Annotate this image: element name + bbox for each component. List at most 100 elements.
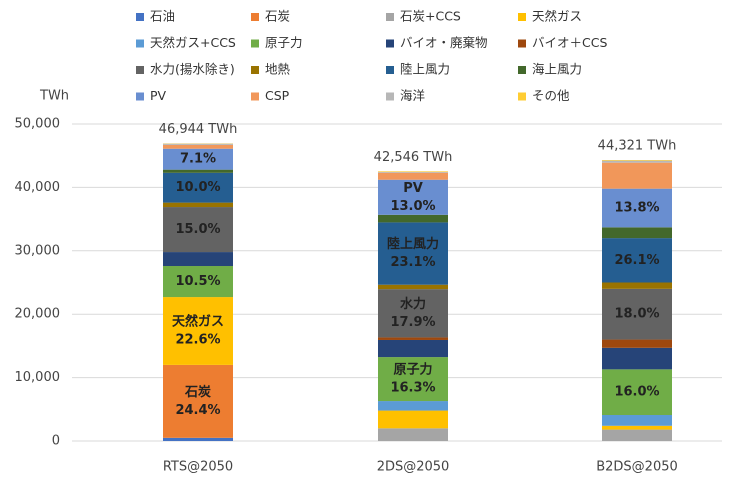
legend-swatch [251,92,259,101]
legend-swatch [136,66,144,74]
bar-segment [163,144,233,149]
total-label: 46,944 TWh [159,122,238,137]
bar-segment [378,339,448,358]
legend-swatch [386,66,394,74]
segment-label: 16.3% [390,381,435,396]
bar-segment [378,171,448,173]
segment-label: 10.5% [175,274,220,289]
bar-segment [602,227,672,239]
legend-swatch [251,66,259,74]
bar-segment [163,169,233,173]
segment-name: 天然ガス [172,314,224,330]
legend-label: 石炭+CCS [400,9,461,24]
bar-segment [378,284,448,290]
legend-swatch [136,13,144,21]
bar-segment [602,347,672,370]
bar-segment [602,188,672,228]
y-tick-label: 30,000 [15,243,61,258]
segment-label: 17.9% [390,315,435,330]
legend-label: 原子力 [265,35,303,50]
total-label: 44,321 TWh [598,139,677,154]
y-axis-label: TWh [39,89,69,104]
bar-segment [602,160,672,161]
legend-swatch [386,92,394,101]
segment-label: 16.0% [614,385,659,400]
segment-label: 22.6% [175,333,220,348]
segment-label: 7.1% [180,152,216,167]
legend-label: バイオ＋CCS [532,35,607,50]
bar-segment [163,437,233,441]
bar-segment [163,202,233,208]
legend-label: 石炭 [265,9,290,24]
bar-segment [602,160,672,163]
segment-name: 水力 [400,296,426,312]
legend-swatch [386,39,394,48]
legend-label: PV [150,88,167,103]
bar-segment [602,238,672,283]
legend-label: 天然ガス [532,9,582,24]
bar-segment [602,282,672,289]
bar-segment [163,364,233,438]
bar-segment [378,337,448,340]
bar-segment [163,252,233,267]
segment-name: PV [403,181,423,196]
segment-label: 15.0% [175,222,220,237]
total-label: 42,546 TWh [374,150,453,165]
legend-swatch [518,13,526,21]
legend-label: 水力(揚水除き) [150,62,235,77]
segment-label: 13.8% [614,201,659,216]
segment-label: 26.1% [614,253,659,268]
bar-segment [602,339,672,348]
segment-label: 24.4% [175,403,220,418]
bar-segment [163,143,233,145]
bar-segment [602,415,672,426]
bar-segment [378,172,448,180]
bar-segment [163,172,233,203]
bar-segment [602,288,672,340]
bar-segment [163,266,233,298]
bar-segment [378,410,448,429]
bar-segment [602,162,672,189]
bar-segment [378,289,448,338]
segment-name: 石炭 [184,384,211,400]
bar-segment [602,429,672,441]
legend-label: 海洋 [400,88,425,103]
bar-segment [378,179,448,215]
segment-name: 原子力 [393,362,432,378]
legend-swatch [136,92,144,101]
bar-segment [378,222,448,285]
bar-segment [378,428,448,441]
legend-swatch [518,39,526,48]
legend-label: バイオ・廃棄物 [400,35,488,50]
bar-segment [163,207,233,253]
legend-label: 地熱 [265,62,291,77]
bar-segment [163,148,233,170]
segment-label: 13.0% [390,199,435,214]
segment-label: 10.0% [175,180,220,195]
y-tick-label: 10,000 [15,370,61,385]
bar-segment [602,369,672,416]
legend-swatch [518,66,526,74]
legend-label: その他 [532,88,570,103]
legend-swatch [136,39,144,48]
legend-swatch [386,13,394,21]
legend-label: CSP [265,88,290,103]
bar-segment [163,297,233,365]
legend-swatch [518,92,526,101]
legend-swatch [251,39,259,48]
segment-name: 陸上風力 [387,236,439,252]
legend-label: 海上風力 [532,62,582,77]
y-tick-label: 50,000 [15,117,61,132]
bar-segment [602,425,672,430]
bar-segment [378,214,448,223]
x-tick-label: 2DS@2050 [377,460,450,475]
bar-segment [378,401,448,411]
x-tick-label: B2DS@2050 [596,460,678,475]
segment-label: 23.1% [390,255,435,270]
legend-label: 陸上風力 [400,62,450,77]
bar-segment [378,357,448,402]
y-tick-label: 0 [52,434,60,449]
y-tick-label: 20,000 [15,307,61,322]
legend-swatch [251,13,259,21]
